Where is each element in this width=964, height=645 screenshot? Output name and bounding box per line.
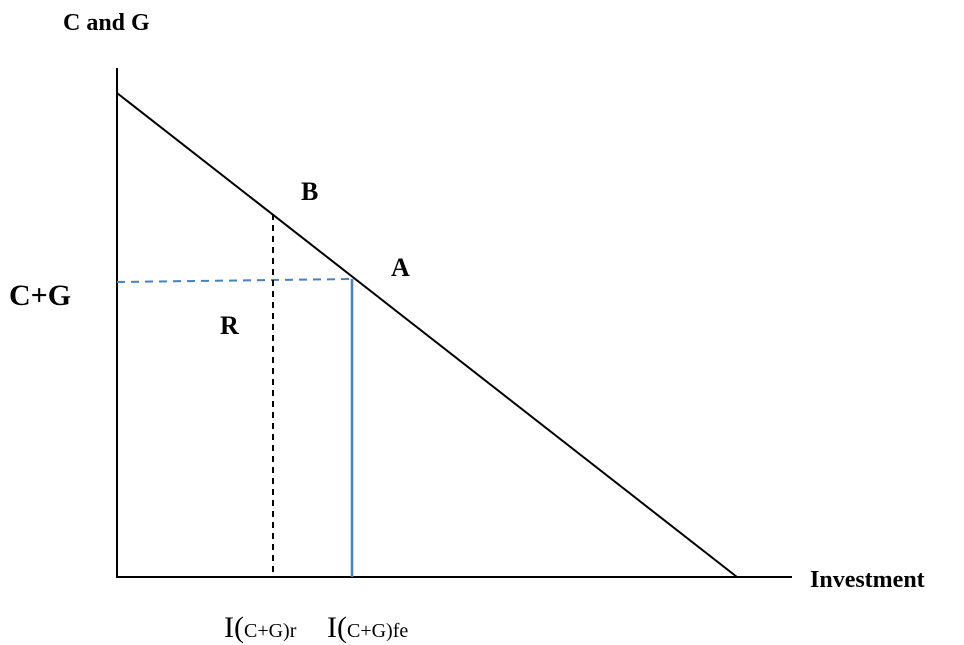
point-a-label: A (391, 253, 410, 282)
x-axis-label: Investment (810, 567, 925, 593)
point-r-label: R (220, 311, 239, 340)
tradeoff-line (116, 92, 738, 578)
x-tick-full-employment: I(C+G)fe (327, 611, 408, 644)
cg-level-label: C+G (9, 279, 71, 312)
y-axis-label: C and G (63, 10, 150, 36)
cg-level-dashed-line (116, 278, 353, 283)
x-tick-full-employment-sub: C+G)fe (347, 620, 408, 642)
x-tick-full-employment-base: I( (327, 611, 347, 644)
x-tick-restricted-base: I( (224, 611, 244, 644)
x-tick-restricted-sub: C+G)r (244, 620, 297, 642)
point-b-label: B (301, 177, 318, 206)
x-tick-restricted: I(C+G)r (224, 611, 297, 644)
